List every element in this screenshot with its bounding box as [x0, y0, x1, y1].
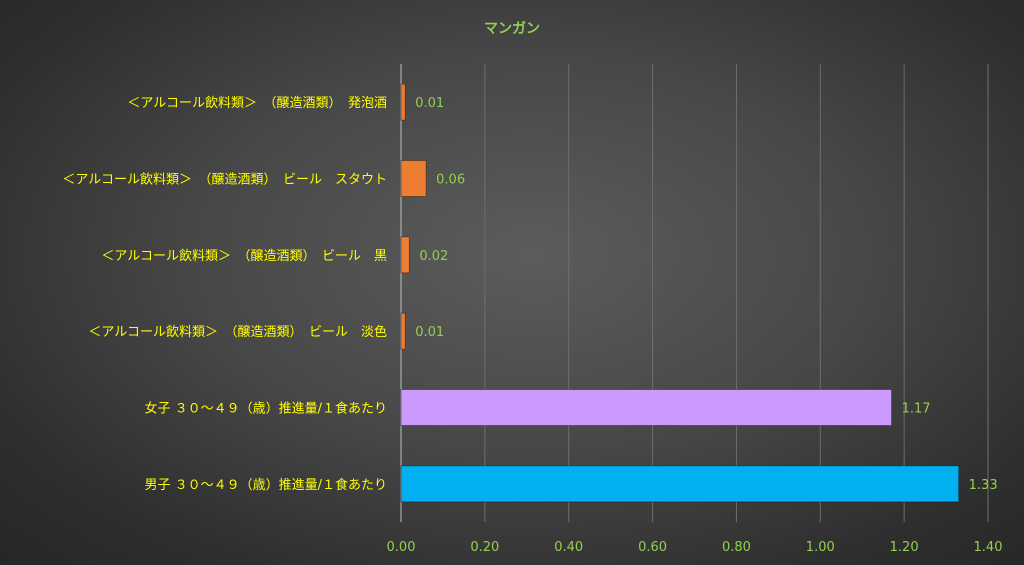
x-tick-label: 0.80 [722, 540, 751, 555]
x-tick-label: 1.00 [806, 540, 835, 555]
bar [400, 312, 406, 350]
bar [400, 465, 960, 503]
category-label: ＜アルコール飲料類＞ （醸造酒類） ビール 淡色 [88, 324, 387, 340]
x-tick-label: 0.40 [554, 540, 583, 555]
category-label: ＜アルコール飲料類＞ （醸造酒類） 発泡酒 [127, 95, 387, 111]
bar [400, 236, 410, 274]
chart-title: マンガン [484, 21, 540, 37]
bar [400, 83, 406, 121]
category-label: ＜アルコール飲料類＞ （醸造酒類） ビール 黒 [101, 248, 387, 264]
data-label: 0.01 [415, 325, 444, 340]
x-tick-label: 1.40 [974, 540, 1003, 555]
x-tick-label: 0.20 [470, 540, 499, 555]
data-label: 0.06 [436, 173, 465, 188]
category-label: 女子 ３０～４９（歳）推進量/１食あたり [144, 401, 387, 417]
category-label: ＜アルコール飲料類＞ （醸造酒類） ビール スタウト [62, 172, 387, 188]
data-label: 1.17 [902, 402, 931, 417]
category-label: 男子 ３０～４９（歳）推進量/１食あたり [144, 477, 387, 493]
x-tick-label: 1.20 [890, 540, 919, 555]
bar [400, 389, 893, 426]
x-tick-label: 0.60 [638, 540, 667, 555]
data-label: 0.01 [415, 96, 444, 111]
bar [400, 160, 427, 197]
data-label: 0.02 [419, 249, 448, 264]
data-label: 1.33 [969, 478, 998, 493]
x-tick-label: 0.00 [387, 540, 416, 555]
